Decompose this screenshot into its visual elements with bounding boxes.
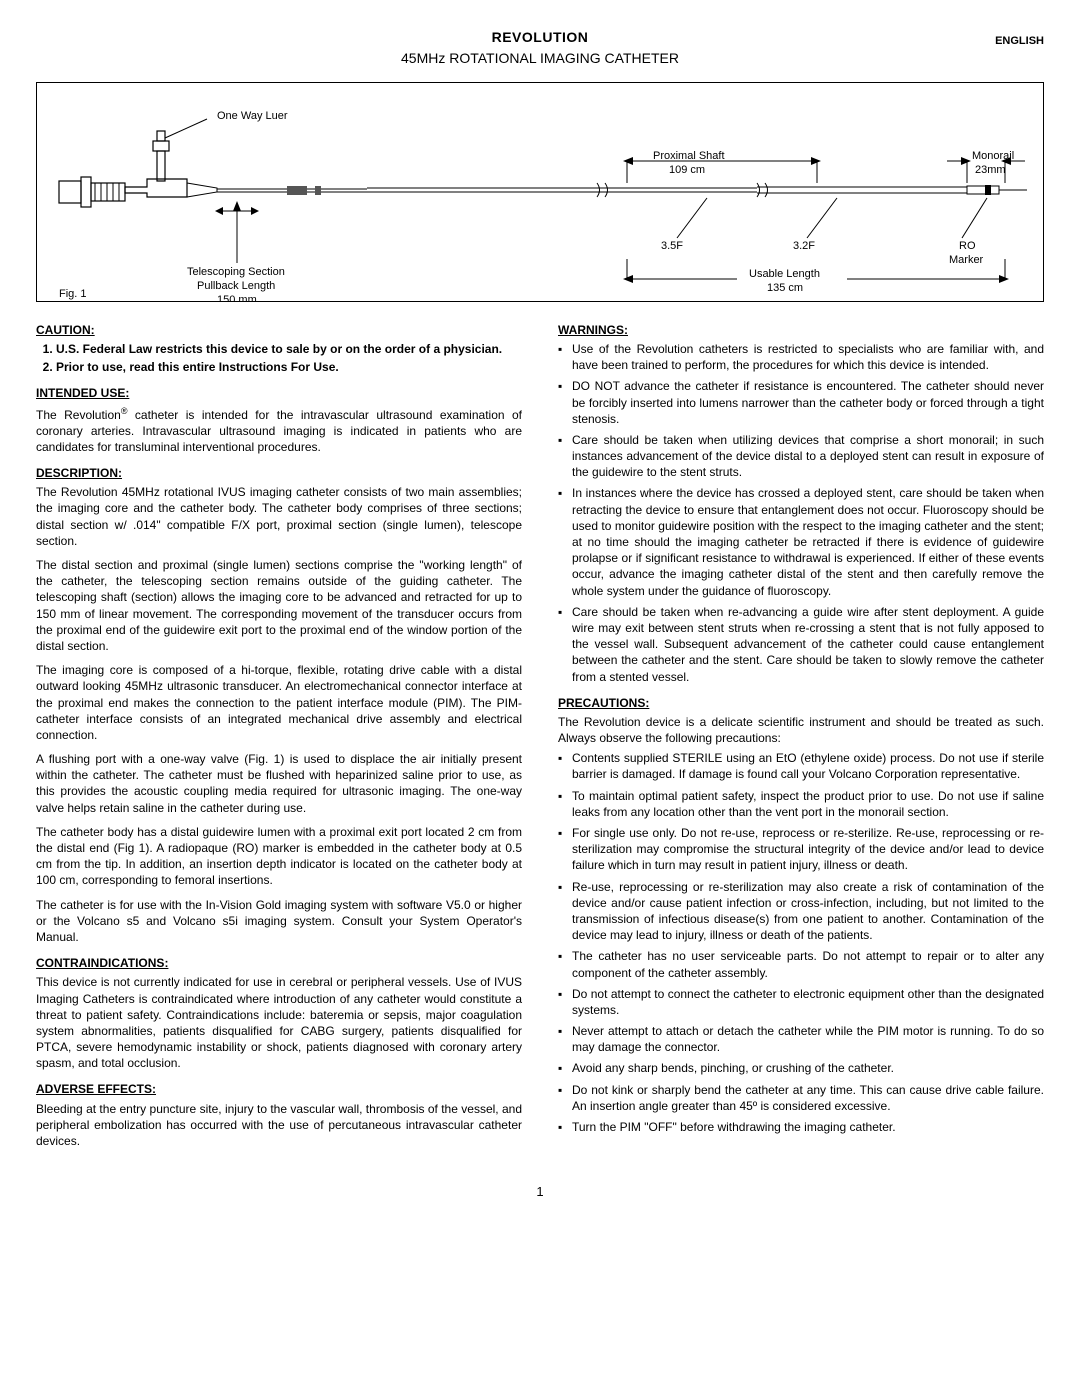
- language-label: ENGLISH: [995, 34, 1044, 49]
- sub-title: 45MHz ROTATIONAL IMAGING CATHETER: [36, 49, 1044, 68]
- precaution-text: Re-use, reprocessing or re-sterilization…: [572, 879, 1044, 944]
- left-column: CAUTION: U.S. Federal Law restricts this…: [36, 322, 522, 1157]
- list-item: ▪The catheter has no user serviceable pa…: [558, 948, 1044, 980]
- precaution-text: Do not kink or sharply bend the catheter…: [572, 1082, 1044, 1114]
- label-fig1: Fig. 1: [59, 287, 87, 302]
- label-pullback-value: 150 mm: [217, 293, 257, 302]
- label-usable-length: Usable Length: [749, 267, 820, 282]
- heading-intended-use: INTENDED USE:: [36, 385, 522, 401]
- description-para: The catheter body has a distal guidewire…: [36, 824, 522, 889]
- description-para: The catheter is for use with the In-Visi…: [36, 897, 522, 946]
- warnings-list: ▪Use of the Revolution catheters is rest…: [558, 341, 1044, 685]
- list-item: ▪Care should be taken when re-advancing …: [558, 604, 1044, 685]
- caution-item: Prior to use, read this entire Instructi…: [56, 359, 522, 375]
- precaution-text: Avoid any sharp bends, pinching, or crus…: [572, 1060, 1044, 1076]
- list-item: ▪Contents supplied STERILE using an EtO …: [558, 750, 1044, 782]
- contraindications-text: This device is not currently indicated f…: [36, 974, 522, 1071]
- label-35f: 3.5F: [661, 239, 683, 254]
- heading-caution: CAUTION:: [36, 322, 522, 338]
- description-para: The Revolution 45MHz rotational IVUS ima…: [36, 484, 522, 549]
- description-para: A flushing port with a one-way valve (Fi…: [36, 751, 522, 816]
- warning-text: DO NOT advance the catheter if resistanc…: [572, 378, 1044, 427]
- label-32f: 3.2F: [793, 239, 815, 254]
- intended-use-text: The Revolution® catheter is intended for…: [36, 405, 522, 456]
- main-title: REVOLUTION: [36, 28, 1044, 47]
- list-item: ▪For single use only. Do not re-use, rep…: [558, 825, 1044, 874]
- precaution-text: Never attempt to attach or detach the ca…: [572, 1023, 1044, 1055]
- page-number: 1: [36, 1183, 1044, 1201]
- adverse-effects-text: Bleeding at the entry puncture site, inj…: [36, 1101, 522, 1150]
- description-para: The imaging core is composed of a hi-tor…: [36, 662, 522, 743]
- list-item: ▪Care should be taken when utilizing dev…: [558, 432, 1044, 481]
- label-proximal-value: 109 cm: [669, 163, 705, 178]
- list-item: ▪Avoid any sharp bends, pinching, or cru…: [558, 1060, 1044, 1076]
- precautions-intro: The Revolution device is a delicate scie…: [558, 714, 1044, 746]
- list-item: ▪To maintain optimal patient safety, ins…: [558, 788, 1044, 820]
- precaution-text: Do not attempt to connect the catheter t…: [572, 986, 1044, 1018]
- figure-1-diagram: One Way Luer Telescoping Section Pullbac…: [36, 82, 1044, 302]
- list-item: ▪Turn the PIM "OFF" before withdrawing t…: [558, 1119, 1044, 1135]
- list-item: ▪Re-use, reprocessing or re-sterilizatio…: [558, 879, 1044, 944]
- heading-description: DESCRIPTION:: [36, 465, 522, 481]
- description-para: The distal section and proximal (single …: [36, 557, 522, 654]
- precaution-text: Turn the PIM "OFF" before withdrawing th…: [572, 1119, 1044, 1135]
- warning-text: Use of the Revolution catheters is restr…: [572, 341, 1044, 373]
- heading-contraindications: CONTRAINDICATIONS:: [36, 955, 522, 971]
- precaution-text: Contents supplied STERILE using an EtO (…: [572, 750, 1044, 782]
- label-one-way-luer: One Way Luer: [217, 109, 288, 124]
- precaution-text: The catheter has no user serviceable par…: [572, 948, 1044, 980]
- warning-text: In instances where the device has crosse…: [572, 485, 1044, 598]
- list-item: ▪Use of the Revolution catheters is rest…: [558, 341, 1044, 373]
- label-telescoping-section: Telescoping Section: [187, 265, 285, 280]
- list-item: ▪Do not attempt to connect the catheter …: [558, 986, 1044, 1018]
- list-item: ▪In instances where the device has cross…: [558, 485, 1044, 598]
- list-item: ▪DO NOT advance the catheter if resistan…: [558, 378, 1044, 427]
- warning-text: Care should be taken when re-advancing a…: [572, 604, 1044, 685]
- list-item: ▪Never attempt to attach or detach the c…: [558, 1023, 1044, 1055]
- label-monorail: Monorail: [972, 149, 1014, 164]
- label-monorail-value: 23mm: [975, 163, 1006, 178]
- list-item: ▪Do not kink or sharply bend the cathete…: [558, 1082, 1044, 1114]
- label-ro2: Marker: [949, 253, 983, 268]
- caution-list: U.S. Federal Law restricts this device t…: [36, 341, 522, 375]
- caution-item: U.S. Federal Law restricts this device t…: [56, 341, 522, 357]
- precaution-text: To maintain optimal patient safety, insp…: [572, 788, 1044, 820]
- document-header: ENGLISH REVOLUTION 45MHz ROTATIONAL IMAG…: [36, 28, 1044, 68]
- content-columns: CAUTION: U.S. Federal Law restricts this…: [36, 322, 1044, 1157]
- heading-warnings: WARNINGS:: [558, 322, 1044, 338]
- precautions-list: ▪Contents supplied STERILE using an EtO …: [558, 750, 1044, 1135]
- warning-text: Care should be taken when utilizing devi…: [572, 432, 1044, 481]
- heading-adverse-effects: ADVERSE EFFECTS:: [36, 1081, 522, 1097]
- label-pullback-length: Pullback Length: [197, 279, 275, 294]
- right-column: WARNINGS: ▪Use of the Revolution cathete…: [558, 322, 1044, 1157]
- precaution-text: For single use only. Do not re-use, repr…: [572, 825, 1044, 874]
- label-proximal-shaft: Proximal Shaft: [653, 149, 725, 164]
- label-usable-value: 135 cm: [767, 281, 803, 296]
- heading-precautions: PRECAUTIONS:: [558, 695, 1044, 711]
- intended-use-pre: The Revolution: [36, 408, 121, 422]
- label-ro: RO: [959, 239, 976, 254]
